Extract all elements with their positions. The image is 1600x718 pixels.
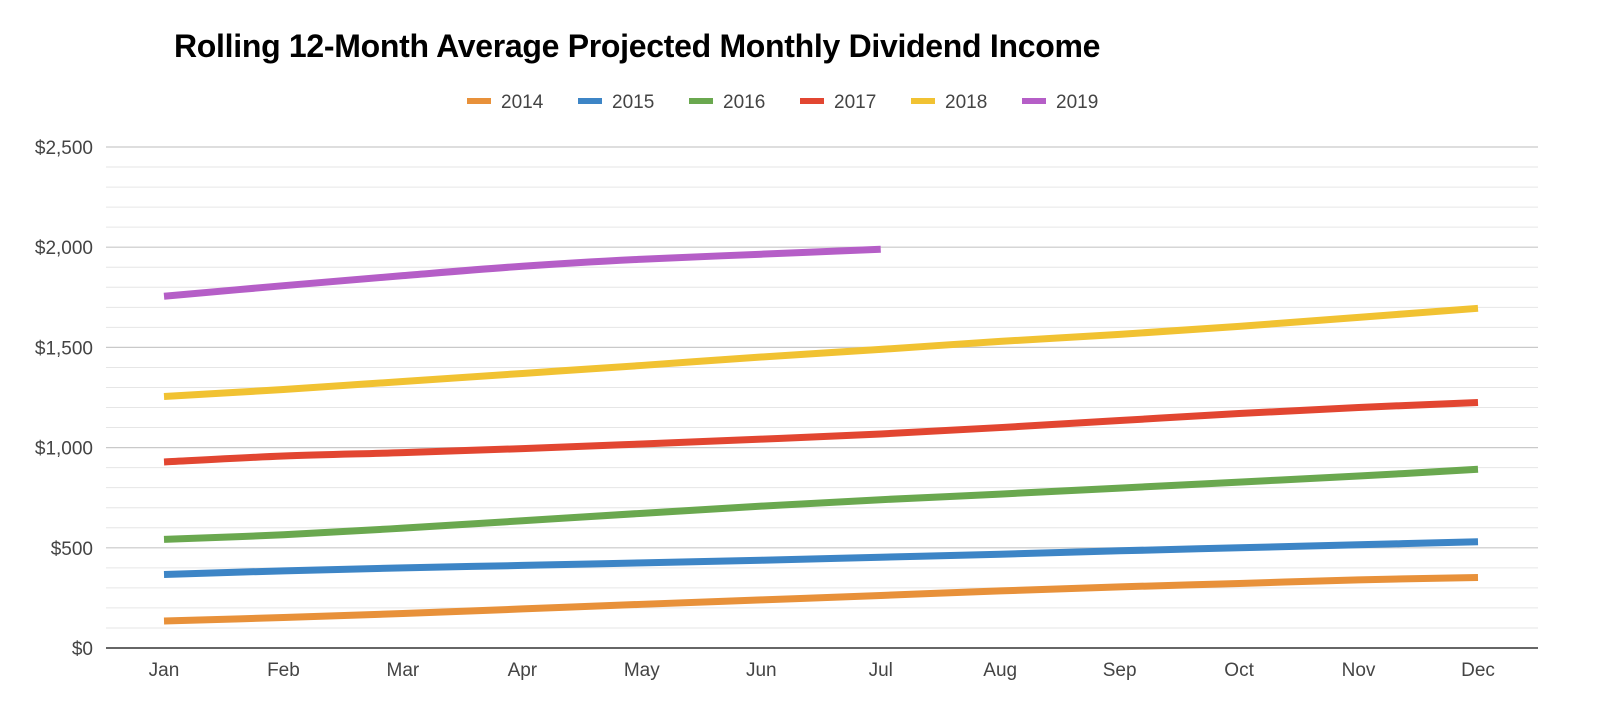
x-tick-label: Feb [267,660,300,681]
x-axis: Jan Feb Mar Apr May Jun Jul Aug Sep Oct Nov Dec [106,647,1538,681]
grid-lines [106,146,1538,629]
y-tick-label: $500 [51,539,93,560]
chart-title: Rolling 12-Month Average Projected Month… [174,28,1101,64]
legend-label-2016: 2016 [723,92,765,113]
x-tick-label: Sep [1103,660,1137,681]
x-tick-label: Jul [869,660,893,681]
series-line-2019 [163,245,881,300]
x-tick-label: Jan [149,660,180,681]
series-line-2018 [163,304,1479,400]
legend-label-2017: 2017 [834,92,876,113]
legend-label-2015: 2015 [612,92,654,113]
y-tick-label: $2,000 [35,238,93,259]
x-tick-label: Jun [746,660,777,681]
x-tick-label: Apr [508,660,538,681]
x-tick-label: Mar [387,660,420,681]
y-tick-label: $0 [72,639,93,660]
x-tick-label: Nov [1342,660,1376,681]
series-line-2017 [163,399,1479,466]
x-tick-label: Dec [1461,660,1495,681]
x-tick-label: May [624,660,660,681]
series-line-2014 [163,573,1479,625]
y-tick-label: $1,000 [35,439,93,460]
legend-label-2019: 2019 [1056,92,1098,113]
y-axis: $0 $500 $1,000 $1,500 $2,000 $2,500 [35,138,93,660]
series-line-2016 [163,465,1479,543]
legend-label-2018: 2018 [945,92,987,113]
series-line-2015 [163,538,1479,578]
series-layer [163,245,1479,625]
legend: 2014 2015 2016 2017 2018 2019 [467,92,1098,113]
legend-label-2014: 2014 [501,92,544,113]
x-tick-label: Oct [1224,660,1254,681]
y-tick-label: $2,500 [35,138,93,159]
y-tick-label: $1,500 [35,338,93,359]
x-tick-label: Aug [983,660,1017,681]
